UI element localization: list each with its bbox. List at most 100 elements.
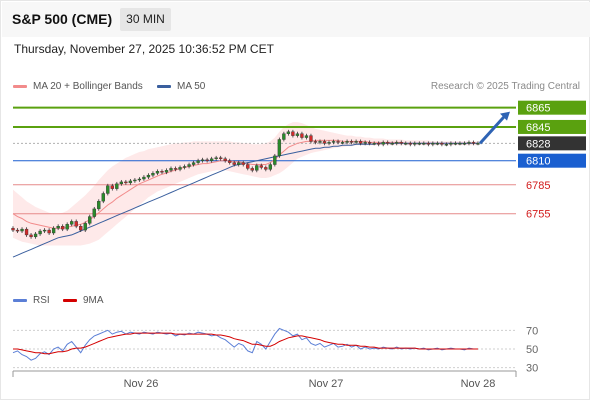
- candle: [255, 163, 259, 173]
- candle: [246, 162, 250, 171]
- legend-item-rsi: RSI: [13, 295, 50, 306]
- candle: [51, 226, 56, 235]
- candle: [268, 162, 272, 172]
- candle: [286, 129, 291, 136]
- level-tag-6828: [518, 136, 586, 151]
- 9ma-swatch: [63, 298, 77, 302]
- candle-body: [322, 141, 327, 144]
- candle: [214, 155, 218, 161]
- candle: [318, 139, 322, 145]
- candle: [458, 141, 462, 146]
- candle-body: [38, 230, 42, 235]
- candle-body: [458, 143, 462, 145]
- candle: [142, 175, 146, 181]
- candle-body: [349, 141, 354, 143]
- candle-body: [313, 141, 318, 143]
- rsi-tick-50: 50: [526, 344, 538, 356]
- candle-body: [155, 171, 160, 174]
- level-label-6810: 6810: [526, 156, 550, 168]
- candle-body: [476, 143, 480, 145]
- time-axis: Nov 26 Nov 27 Nov 28: [12, 370, 517, 390]
- candle-body: [169, 168, 173, 171]
- candle: [11, 226, 15, 233]
- candle-body: [426, 143, 431, 145]
- candle: [164, 168, 169, 175]
- candle: [444, 142, 449, 147]
- candle: [449, 141, 453, 147]
- price-panel: 6865 6845 6828 6810 6785 6755: [11, 100, 586, 258]
- candle: [20, 227, 24, 233]
- candle-body: [354, 141, 358, 143]
- level-tag-6845: [518, 119, 586, 134]
- candle: [160, 169, 164, 175]
- candle: [354, 139, 358, 145]
- candle: [205, 157, 209, 163]
- candle-body: [304, 135, 309, 138]
- candle-body: [196, 160, 200, 163]
- x-tick-label: Nov 26: [124, 378, 159, 390]
- candle-body: [164, 170, 169, 173]
- candle-body: [435, 143, 440, 145]
- candle: [196, 158, 200, 165]
- legend-label-ma20: MA 20 + Bollinger Bands: [33, 81, 143, 92]
- candle-body: [331, 141, 336, 143]
- candle: [291, 129, 295, 138]
- candle: [79, 224, 83, 233]
- candle: [209, 156, 214, 163]
- credit-text: Research © 2025 Trading Central: [430, 81, 580, 92]
- candle: [101, 191, 105, 204]
- candle-body: [291, 131, 295, 136]
- candle-body: [11, 227, 15, 231]
- candle: [413, 141, 417, 147]
- legend-item-9ma: 9MA: [63, 295, 104, 306]
- candle: [440, 141, 444, 147]
- candle: [336, 139, 340, 145]
- level-label-6828: 6828: [526, 138, 550, 150]
- candle-body: [449, 143, 453, 145]
- candle-body: [255, 165, 259, 171]
- candle-body: [101, 193, 105, 202]
- candle-body: [65, 224, 69, 230]
- candle-body: [228, 160, 232, 163]
- candle: [277, 137, 282, 158]
- candle-body: [205, 159, 209, 161]
- ma50-swatch: [157, 84, 171, 88]
- candle-body: [83, 223, 87, 231]
- timestamp: Thursday, November 27, 2025 10:36:52 PM …: [14, 42, 274, 56]
- candle: [74, 219, 78, 229]
- forecast-arrow-shaft: [478, 113, 508, 145]
- candle-body: [358, 141, 363, 144]
- x-tick-label: Nov 28: [461, 378, 496, 390]
- candle-body: [110, 185, 114, 189]
- level-tag-6810: [518, 153, 586, 168]
- candle: [65, 222, 69, 232]
- rsi-swatch: [13, 298, 27, 302]
- timeframe-button[interactable]: 30 MIN: [120, 8, 171, 31]
- candle: [219, 155, 223, 161]
- candle-body: [178, 167, 182, 170]
- legend-item-ma50: MA 50: [157, 81, 205, 92]
- candle-body: [223, 158, 227, 161]
- candle: [47, 228, 51, 235]
- candle: [363, 140, 367, 146]
- candle-body: [33, 233, 38, 238]
- candle: [250, 166, 254, 173]
- candle-body: [151, 173, 155, 176]
- legend-label-rsi: RSI: [33, 295, 50, 306]
- candle: [300, 131, 304, 140]
- candle-body: [453, 143, 458, 145]
- candle-body: [137, 178, 142, 181]
- candle-body: [345, 141, 349, 143]
- rsi-tick-70: 70: [526, 325, 538, 337]
- candle: [322, 139, 327, 146]
- candle-body: [29, 234, 33, 238]
- candle: [88, 214, 92, 226]
- candle: [119, 179, 124, 186]
- level-tag-6865: [518, 100, 586, 115]
- candle: [155, 169, 160, 176]
- rsi-panel: 70 50 30: [12, 325, 538, 375]
- candle-body: [142, 176, 146, 180]
- candle-body: [399, 142, 403, 144]
- candle-body: [70, 221, 74, 225]
- candle: [349, 139, 354, 145]
